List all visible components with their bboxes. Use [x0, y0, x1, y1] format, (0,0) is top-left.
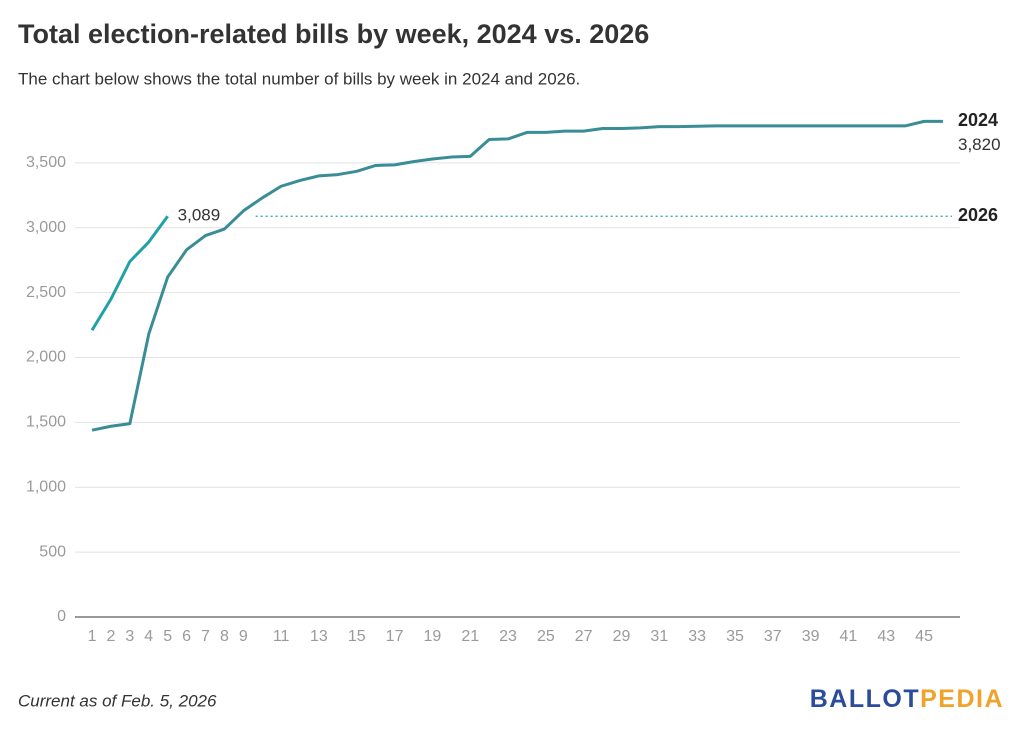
series-label: 2024: [958, 110, 998, 130]
value-label: 3,089: [178, 206, 221, 225]
x-tick-label: 5: [163, 628, 172, 645]
x-tick-label: 37: [764, 628, 782, 645]
y-tick-label: 2,500: [26, 284, 66, 301]
x-tick-label: 15: [348, 628, 366, 645]
x-tick-label: 29: [613, 628, 631, 645]
y-tick-label: 3,000: [26, 219, 66, 236]
logo-part: BALLOT: [810, 685, 920, 713]
x-tick-label: 27: [575, 628, 593, 645]
y-tick-label: 0: [57, 608, 66, 625]
x-tick-label: 41: [840, 628, 858, 645]
value-label: 3,820: [958, 135, 1001, 154]
x-tick-label: 6: [182, 628, 191, 645]
x-tick-label: 33: [688, 628, 706, 645]
x-tick-label: 17: [386, 628, 404, 645]
note: Current as of Feb. 5, 2026: [18, 691, 217, 710]
y-tick-label: 1,500: [26, 414, 66, 431]
x-tick-label: 7: [201, 628, 210, 645]
x-tick-label: 45: [915, 628, 933, 645]
x-tick-label: 13: [310, 628, 328, 645]
x-tick-label: 23: [499, 628, 517, 645]
x-tick-label: 25: [537, 628, 555, 645]
x-tick-label: 9: [239, 628, 248, 645]
x-tick-label: 1: [88, 628, 97, 645]
logo: BALLOTPEDIA: [810, 685, 1004, 713]
logo-part: PEDIA: [920, 685, 1004, 713]
chart-subtitle: The chart below shows the total number o…: [18, 69, 580, 88]
y-tick-label: 2,000: [26, 349, 66, 366]
series-label: 2026: [958, 205, 998, 225]
y-tick-label: 3,500: [26, 154, 66, 171]
x-tick-label: 21: [461, 628, 479, 645]
y-tick-label: 500: [39, 543, 66, 560]
x-tick-label: 31: [650, 628, 668, 645]
x-tick-label: 39: [802, 628, 820, 645]
chart-title: Total election-related bills by week, 20…: [18, 19, 649, 49]
x-tick-label: 8: [220, 628, 229, 645]
y-tick-label: 1,000: [26, 478, 66, 495]
x-tick-label: 3: [125, 628, 134, 645]
x-tick-label: 4: [144, 628, 153, 645]
x-tick-label: 19: [424, 628, 442, 645]
x-tick-label: 43: [877, 628, 895, 645]
x-tick-label: 2: [106, 628, 115, 645]
x-tick-label: 11: [273, 628, 290, 645]
series-line: [91, 119, 943, 432]
series-line: [90, 215, 169, 332]
x-tick-label: 35: [726, 628, 744, 645]
